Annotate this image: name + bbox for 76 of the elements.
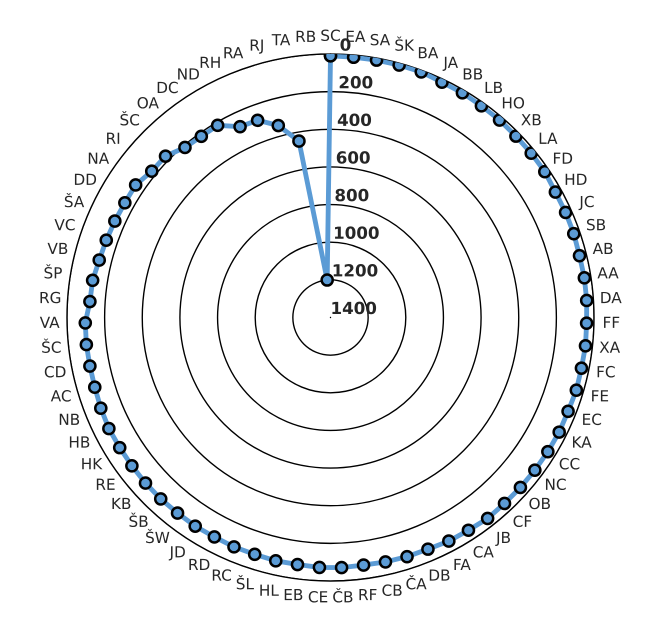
spoke-label: JC [578, 196, 594, 210]
spoke-label: JB [495, 532, 510, 546]
spoke-label: AA [597, 267, 619, 278]
spoke-label: BA [418, 47, 438, 58]
spoke-label: ŠC [120, 111, 140, 126]
spoke-label: JD [168, 546, 185, 560]
spoke-label: ŠL [236, 575, 254, 590]
spoke-label: JA [442, 56, 458, 71]
spoke-label: FD [554, 152, 572, 164]
spoke-label: RJ [250, 40, 263, 54]
spoke-label: DC [158, 82, 178, 94]
spoke-label: OA [138, 96, 159, 109]
spoke-label: DB [430, 569, 450, 581]
spoke-label: RC [212, 569, 232, 581]
y-tick-label: 200 [340, 76, 372, 89]
spoke-label: RI [107, 132, 120, 144]
spoke-label: DA [601, 292, 622, 304]
spoke-label: HO [502, 96, 524, 109]
spoke-label: NB [60, 414, 80, 425]
spoke-label: HB [70, 436, 90, 448]
spoke-label: ŠA [64, 192, 84, 208]
spoke-label: CE [308, 590, 328, 603]
spoke-label: ŠW [146, 528, 170, 544]
y-tick-label: 600 [336, 151, 370, 164]
spoke-label: ŠP [44, 264, 62, 279]
spoke-label: HD [566, 174, 587, 185]
y-tick-label: 400 [338, 114, 372, 126]
spoke-label: BB [464, 68, 482, 80]
spoke-label: SB [586, 218, 606, 230]
spoke-label: ČA [406, 575, 427, 590]
spoke-label: TA [272, 34, 290, 46]
spoke-label: CA [474, 546, 494, 558]
spoke-label: EB [284, 588, 302, 600]
spoke-label: VA [40, 316, 60, 328]
spoke-label: ŠC [42, 338, 61, 353]
spoke-label: VB [48, 242, 68, 254]
spoke-label: CF [514, 515, 532, 528]
spoke-label: DD [74, 174, 96, 185]
spoke-label: CC [560, 458, 580, 470]
spoke-label: EC [583, 414, 602, 426]
spoke-label: RF [359, 588, 376, 600]
spoke-label: RA [224, 47, 244, 58]
spoke-label: HK [82, 458, 103, 470]
spoke-label: SA [370, 34, 390, 46]
spoke-label: SC [321, 29, 340, 42]
spoke-label: RG [40, 292, 60, 304]
spoke-label: RE [96, 478, 115, 490]
spoke-label: RB [296, 30, 316, 42]
spoke-label: OB [529, 498, 550, 510]
spoke-label: FF [604, 316, 620, 328]
spoke-label: XB [521, 114, 541, 126]
spoke-label: VC [54, 218, 75, 230]
spoke-label: NA [88, 152, 110, 164]
spoke-label: KA [573, 436, 592, 448]
spoke-label: XA [600, 342, 620, 353]
spoke-label: RD [189, 558, 210, 570]
y-tick-label: 1000 [335, 226, 379, 240]
spoke-label: CD [44, 366, 66, 378]
spoke-label: AC [50, 390, 71, 402]
spoke-label: LB [486, 82, 502, 94]
spoke-label: ND [178, 68, 199, 80]
y-tick-label: 1200 [334, 264, 378, 277]
spoke-label: FE [592, 390, 608, 402]
spoke-label: CB [382, 584, 402, 596]
spoke-label: FC [598, 366, 615, 378]
y-tick-label: 800 [335, 188, 368, 202]
spoke-label: ŠB [130, 512, 148, 528]
spoke-label: AB [592, 242, 612, 254]
spoke-label: HL [260, 584, 279, 596]
spoke-label: ŠK [395, 36, 414, 51]
spoke-label: RH [200, 56, 220, 68]
spoke-label: FA [454, 558, 471, 570]
spoke-label: ČB [333, 588, 352, 603]
spoke-label: KB [112, 498, 130, 510]
spoke-label: LA [540, 132, 558, 144]
spoke-label: NC [546, 478, 566, 490]
